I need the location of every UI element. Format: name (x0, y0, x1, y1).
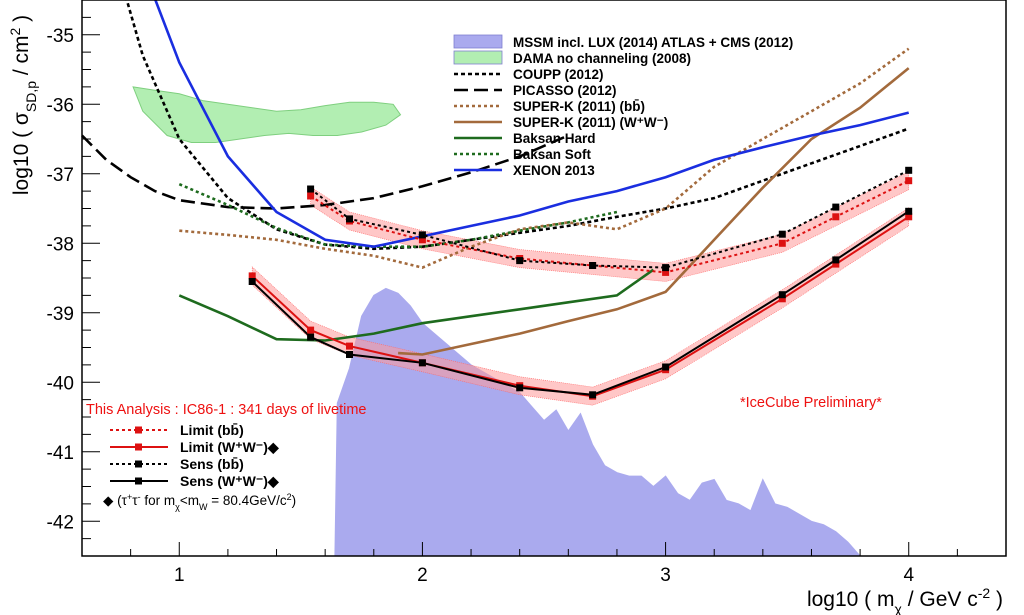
y-tick-label: -38 (47, 234, 74, 255)
sens-bb-point (778, 230, 786, 238)
sens-bb-point (346, 215, 353, 223)
sens-w-w-point (307, 333, 315, 341)
x-tick-label: 3 (660, 565, 671, 586)
mssm-incl-lux-2014-atlas-cms-2012-legend-swatch (453, 34, 503, 49)
limit-w-w-point (778, 295, 786, 303)
sens-bb-point (589, 262, 597, 269)
sens-w-w-point (905, 207, 913, 215)
sens-bb-point (832, 203, 840, 211)
y-tick-label: -35 (47, 26, 74, 47)
limit-bb-point (778, 239, 786, 247)
baksan-soft-line (178, 183, 618, 248)
dama-no-channeling-2008-region (132, 86, 402, 143)
dama-no-channeling-2008-legend-swatch (453, 50, 503, 65)
sens-bb-line (309, 169, 910, 269)
limit-w-w-legend-marker (135, 443, 142, 451)
xenon-2013-legend-label: XENON 2013 (513, 163, 595, 178)
series-lines (81, 0, 910, 398)
sens-bb-legend-label: Sens (bb̄) (180, 455, 244, 472)
baksan-hard-line (178, 268, 655, 342)
y-tick-label: -42 (47, 512, 74, 533)
sens-w-w-legend-label: Sens (W⁺W⁻)◆ (180, 473, 280, 489)
limit-bb-legend-label: Limit (bb̄) (180, 421, 244, 438)
y-tick-label: -41 (47, 443, 74, 464)
xenon-2013-line (154, 0, 910, 249)
sens-bb-point (905, 166, 913, 174)
preliminary-annotation: *IceCube Preliminary* (740, 395, 882, 411)
limit-w-w-band (251, 207, 910, 406)
sens-w-w-line (251, 210, 910, 396)
y-tick-label: -36 (47, 95, 74, 116)
y-tick-label: -40 (47, 373, 74, 394)
baksan-soft-legend-label: Baksan Soft (513, 147, 592, 162)
super-k-2011-bb-legend-label: SUPER-K (2011) (bb̄) (513, 99, 645, 114)
analysis-title: This Analysis : IC86-1 : 341 days of liv… (86, 402, 366, 418)
sens-w-w-point (662, 363, 670, 371)
sens-bb-point (662, 264, 670, 272)
limit-w-w-legend-label: Limit (W⁺W⁻)◆ (180, 439, 280, 455)
uncertainty-bands (251, 171, 910, 406)
limit-bb-band (310, 171, 910, 282)
sens-w-w-point (589, 391, 597, 399)
sens-w-w-point (418, 359, 426, 367)
sens-bb-point (516, 257, 524, 265)
limit-bb-point (662, 268, 670, 276)
sens-w-w-point (516, 384, 524, 392)
limit-w-w-point (905, 213, 913, 221)
x-tick-label: 4 (903, 565, 914, 586)
dama-no-channeling-2008-legend-label: DAMA no channeling (2008) (513, 51, 691, 66)
x-tick-label: 1 (174, 565, 185, 586)
x-axis-label: log10 ( mχ / GeV c-2 ) (807, 585, 1003, 615)
analysis-legend: Limit (bb̄)Limit (W⁺W⁻)◆Sens (bb̄)Sens (… (110, 421, 280, 489)
limit-bb-point (418, 236, 426, 244)
limit-bb-point (832, 213, 840, 221)
limit-w-w-point (248, 272, 256, 280)
super-k-2011-w-w-legend-label: SUPER-K (2011) (W⁺W⁻) (513, 115, 668, 130)
sens-w-w-point (832, 256, 840, 264)
y-axis-label: log10 ( σSD,p / cm2 ) (7, 15, 39, 195)
sens-w-w-point (778, 291, 786, 299)
limit-w-w-point (346, 342, 353, 350)
y-tick-label: -39 (47, 304, 74, 325)
picasso-2012-legend-label: PICASSO (2012) (513, 83, 617, 98)
limit-bb-legend-marker (135, 426, 142, 434)
sens-bb-point (307, 185, 315, 193)
mssm-incl-lux-2014-atlas-cms-2012-region (334, 287, 862, 557)
sens-w-w-point (248, 278, 256, 285)
sens-w-w-point (346, 351, 353, 358)
limit-bb-point (307, 192, 315, 200)
baksan-hard-legend-label: Baksan Hard (513, 131, 596, 146)
sens-bb-legend-marker (135, 460, 142, 468)
coupp-2012-legend-label: COUPP (2012) (513, 67, 604, 82)
footnote: ◆ (τ+τ- for mχ<mW = 80.4GeV/c2) (103, 492, 296, 512)
sens-bb-point (418, 231, 426, 239)
limit-w-w-point (307, 326, 315, 334)
series-markers (248, 166, 913, 400)
axes: 1 2 3 4 -35 -36 -37 -38 -39 -40 -41 -42 (47, 0, 1007, 586)
mssm-incl-lux-2014-atlas-cms-2012-legend-label: MSSM incl. LUX (2014) ATLAS + CMS (2012) (513, 35, 793, 50)
super-k-2011-bb-line (179, 47, 910, 269)
limit-bb-point (905, 177, 913, 185)
sens-w-w-legend-marker (135, 477, 142, 485)
legend: MSSM incl. LUX (2014) ATLAS + CMS (2012)… (453, 34, 793, 178)
picasso-2012-line (81, 134, 569, 210)
y-tick-label: -37 (47, 165, 74, 186)
limit-w-w-point (832, 260, 840, 268)
x-tick-label: 2 (417, 565, 428, 586)
